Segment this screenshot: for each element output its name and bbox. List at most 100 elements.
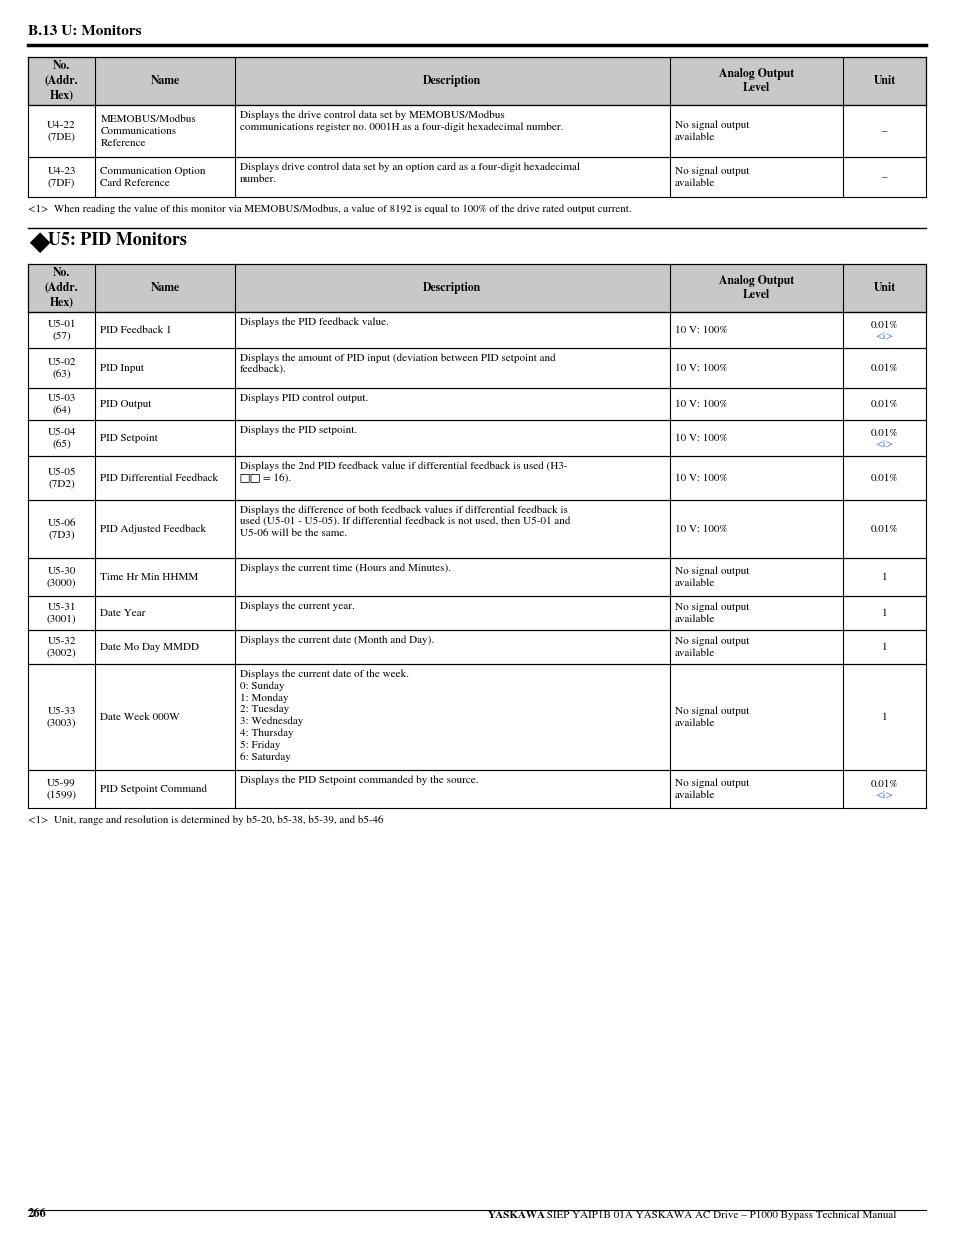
Text: 0.01%: 0.01% xyxy=(870,399,898,409)
Text: <i>: <i> xyxy=(875,331,893,341)
Bar xyxy=(28,348,925,388)
Bar xyxy=(28,157,925,198)
Text: 10 V: 100%: 10 V: 100% xyxy=(675,363,727,373)
Text: <i>: <i> xyxy=(875,790,893,800)
Text: 10 V: 100%: 10 V: 100% xyxy=(675,433,727,443)
Text: Name: Name xyxy=(151,75,179,86)
Text: U4-23
(7DF): U4-23 (7DF) xyxy=(48,167,76,188)
Bar xyxy=(28,388,925,420)
Text: Displays the current date of the week.
0: Sunday
1: Monday
2: Tuesday
3: Wednesd: Displays the current date of the week. 0… xyxy=(239,669,408,762)
Text: 1: 1 xyxy=(881,608,886,618)
Text: PID Input: PID Input xyxy=(100,363,144,373)
Text: Displays the drive control data set by MEMOBUS/Modbus
communications register no: Displays the drive control data set by M… xyxy=(239,110,562,132)
Text: 1: 1 xyxy=(881,642,886,652)
Text: Displays drive control data set by an option card as a four-digit hexadecimal
nu: Displays drive control data set by an op… xyxy=(239,162,579,184)
Text: No signal output
available: No signal output available xyxy=(675,566,749,588)
Text: No signal output
available: No signal output available xyxy=(675,603,749,624)
Text: Displays the current time (Hours and Minutes).: Displays the current time (Hours and Min… xyxy=(239,563,450,573)
Text: <1>  Unit, range and resolution is determined by b5-20, b5-38, b5-39, and b5-46: <1> Unit, range and resolution is determ… xyxy=(28,815,383,825)
Text: 266: 266 xyxy=(28,1208,47,1220)
Text: ◆: ◆ xyxy=(28,232,51,253)
Text: –: – xyxy=(881,172,886,182)
Text: 10 V: 100%: 10 V: 100% xyxy=(675,524,727,534)
Bar xyxy=(28,312,925,348)
Text: YASKAWA: YASKAWA xyxy=(488,1212,545,1220)
Text: U5-01
(57): U5-01 (57) xyxy=(48,319,76,341)
Text: Displays the current year.: Displays the current year. xyxy=(239,601,354,610)
Text: U5-06
(7D3): U5-06 (7D3) xyxy=(48,519,76,540)
Text: Displays the PID Setpoint commanded by the source.: Displays the PID Setpoint commanded by t… xyxy=(239,776,477,784)
Text: <i>: <i> xyxy=(875,440,893,448)
Bar xyxy=(28,264,925,312)
Text: U4-22
(7DE): U4-22 (7DE) xyxy=(48,120,76,142)
Text: 10 V: 100%: 10 V: 100% xyxy=(675,325,727,335)
Bar xyxy=(28,769,925,808)
Bar xyxy=(28,105,925,157)
Text: 10 V: 100%: 10 V: 100% xyxy=(675,399,727,409)
Text: U5-31
(3001): U5-31 (3001) xyxy=(47,603,76,624)
Text: 1: 1 xyxy=(881,572,886,582)
Text: No.
(Addr.
Hex): No. (Addr. Hex) xyxy=(45,267,78,309)
Text: 0.01%: 0.01% xyxy=(870,473,898,483)
Text: PID Adjusted Feedback: PID Adjusted Feedback xyxy=(100,524,206,534)
Bar xyxy=(28,664,925,769)
Text: Displays the amount of PID input (deviation between PID setpoint and
feedback).: Displays the amount of PID input (deviat… xyxy=(239,353,555,374)
Bar xyxy=(28,630,925,664)
Text: No signal output
available: No signal output available xyxy=(675,636,749,658)
Text: Displays the difference of both feedback values if differential feedback is
used: Displays the difference of both feedback… xyxy=(239,505,569,538)
Text: U5-99
(1599): U5-99 (1599) xyxy=(47,778,76,800)
Text: Displays PID control output.: Displays PID control output. xyxy=(239,393,368,403)
Text: Displays the 2nd PID feedback value if differential feedback is used (H3-
□□ = 1: Displays the 2nd PID feedback value if d… xyxy=(239,461,567,483)
Text: 0.01%: 0.01% xyxy=(870,779,898,789)
Text: Date Year: Date Year xyxy=(100,608,146,618)
Text: PID Setpoint: PID Setpoint xyxy=(100,433,158,443)
Text: Unit: Unit xyxy=(873,75,895,86)
Text: 0.01%: 0.01% xyxy=(870,320,898,330)
Text: SIEP YAIP1B 01A YASKAWA AC Drive – P1000 Bypass Technical Manual: SIEP YAIP1B 01A YASKAWA AC Drive – P1000… xyxy=(543,1210,896,1220)
Text: 0.01%: 0.01% xyxy=(870,363,898,373)
Bar xyxy=(28,456,925,500)
Text: U5-03
(64): U5-03 (64) xyxy=(48,393,76,415)
Text: U5-04
(65): U5-04 (65) xyxy=(48,427,76,448)
Text: PID Output: PID Output xyxy=(100,399,152,409)
Bar xyxy=(28,558,925,597)
Text: 0.01%: 0.01% xyxy=(870,429,898,438)
Text: 10 V: 100%: 10 V: 100% xyxy=(675,473,727,483)
Text: <1>  When reading the value of this monitor via MEMOBUS/Modbus, a value of 8192 : <1> When reading the value of this monit… xyxy=(28,204,631,214)
Text: No signal output
available: No signal output available xyxy=(675,778,749,800)
Text: 0.01%: 0.01% xyxy=(870,524,898,534)
Text: Displays the current date (Month and Day).: Displays the current date (Month and Day… xyxy=(239,635,434,645)
Text: Analog Output
Level: Analog Output Level xyxy=(719,68,794,94)
Text: U5-05
(7D2): U5-05 (7D2) xyxy=(48,467,76,489)
Text: PID Feedback 1: PID Feedback 1 xyxy=(100,325,172,335)
Bar xyxy=(28,500,925,558)
Text: Description: Description xyxy=(423,282,481,294)
Text: Analog Output
Level: Analog Output Level xyxy=(719,274,794,301)
Text: –: – xyxy=(881,126,886,136)
Text: Unit: Unit xyxy=(873,282,895,294)
Bar xyxy=(28,57,925,105)
Text: Description: Description xyxy=(423,75,481,86)
Text: No.
(Addr.
Hex): No. (Addr. Hex) xyxy=(45,61,78,101)
Text: Name: Name xyxy=(151,282,179,294)
Text: U5-33
(3003): U5-33 (3003) xyxy=(47,706,76,727)
Text: No signal output
available: No signal output available xyxy=(675,167,749,188)
Text: 1: 1 xyxy=(881,713,886,721)
Text: Displays the PID feedback value.: Displays the PID feedback value. xyxy=(239,317,388,326)
Text: Communication Option
Card Reference: Communication Option Card Reference xyxy=(100,167,206,188)
Text: No signal output
available: No signal output available xyxy=(675,120,749,142)
Text: PID Differential Feedback: PID Differential Feedback xyxy=(100,473,218,483)
Text: U5: PID Monitors: U5: PID Monitors xyxy=(48,232,187,249)
Text: U5-30
(3000): U5-30 (3000) xyxy=(47,566,76,588)
Text: MEMOBUS/Modbus
Communications
Reference: MEMOBUS/Modbus Communications Reference xyxy=(100,115,196,148)
Text: Time Hr Min HHMM: Time Hr Min HHMM xyxy=(100,572,198,582)
Text: No signal output
available: No signal output available xyxy=(675,706,749,727)
Text: U5-32
(3002): U5-32 (3002) xyxy=(47,636,76,658)
Text: Date Week 000W: Date Week 000W xyxy=(100,713,180,721)
Bar xyxy=(28,597,925,630)
Text: Date Mo Day MMDD: Date Mo Day MMDD xyxy=(100,642,199,652)
Text: B.13 U: Monitors: B.13 U: Monitors xyxy=(28,25,141,38)
Text: U5-02
(63): U5-02 (63) xyxy=(48,357,76,379)
Bar xyxy=(28,420,925,456)
Text: PID Setpoint Command: PID Setpoint Command xyxy=(100,784,207,794)
